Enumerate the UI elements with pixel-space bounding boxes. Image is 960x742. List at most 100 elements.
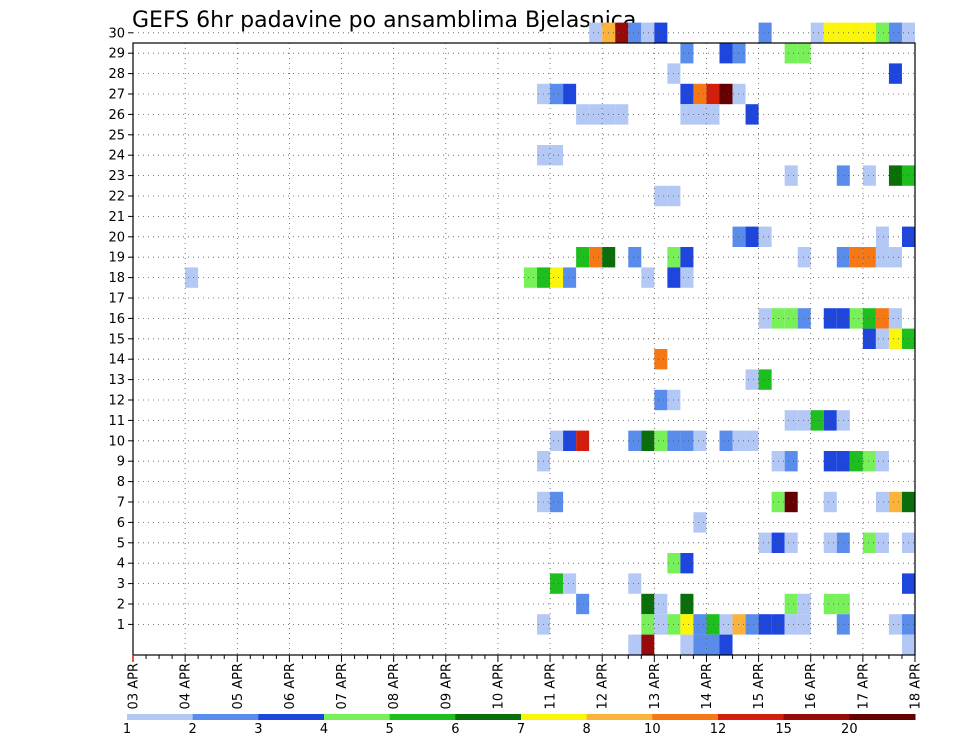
heatmap-cell [693, 83, 707, 105]
heatmap-cell [849, 451, 863, 472]
heatmap-cell [628, 634, 642, 655]
heatmap-cell [875, 22, 889, 43]
heatmap-cell [524, 267, 538, 288]
x-tick-label: 06 APR [283, 663, 298, 709]
x-tick-label: 16 APR [804, 663, 819, 709]
heatmap-cell [888, 614, 902, 635]
heatmap-cell [810, 22, 824, 43]
heatmap-cell [875, 308, 889, 329]
y-tick-label: 23 [108, 169, 125, 184]
heatmap-cell [719, 43, 733, 64]
heatmap-cell [745, 369, 759, 390]
dotted-grid [133, 32, 915, 655]
heatmap-cell [888, 308, 902, 329]
heatmap-cell [849, 22, 863, 43]
heatmap-cell [758, 308, 772, 329]
heatmap-cell [641, 22, 655, 43]
x-tick-label: 11 APR [544, 663, 559, 709]
heatmap-cell [563, 573, 577, 594]
y-tick-label: 11 [108, 414, 125, 429]
colorbar-swatch [849, 714, 916, 720]
heatmap-cell [185, 267, 199, 288]
heatmap-cell [732, 83, 746, 105]
heatmap-cell [680, 553, 694, 574]
heatmap-cell [615, 22, 629, 43]
heatmap-cell [862, 247, 876, 268]
heatmap-cell [719, 614, 733, 635]
heatmap-cell [875, 247, 889, 268]
heatmap-cell [654, 22, 668, 43]
y-tick-label: 20 [108, 230, 125, 245]
y-tick-label: 21 [108, 210, 125, 225]
heatmap-cell [563, 83, 577, 105]
y-tick-label: 18 [108, 271, 125, 286]
y-tick-label: 2 [117, 598, 125, 613]
x-tick-label: 12 APR [596, 663, 611, 709]
colorbar-label: 8 [583, 722, 591, 737]
heatmap-cell [849, 247, 863, 268]
heatmap-cell [875, 491, 889, 513]
y-tick-label: 26 [108, 108, 125, 123]
heatmap-cell [706, 83, 720, 105]
heatmap-cell [641, 593, 655, 615]
heatmap-cell [550, 573, 564, 594]
colorbar-label: 4 [320, 722, 328, 737]
heatmap-cell [797, 247, 811, 268]
heatmap-cell [823, 22, 837, 43]
heatmap-cell [693, 614, 707, 635]
y-tick-label: 24 [108, 149, 125, 164]
colorbar-swatch [521, 714, 588, 720]
heatmap-cell [576, 104, 590, 125]
heatmap-cell [745, 226, 759, 247]
y-tick-label: 10 [108, 434, 125, 449]
heatmap-cell [901, 634, 915, 655]
y-tick-label: 12 [108, 394, 125, 409]
heatmap-cell [823, 308, 837, 329]
y-tick-label: 3 [117, 577, 125, 592]
heatmap-cell [680, 43, 694, 64]
y-tick-label: 8 [117, 475, 125, 490]
heatmap-cell [797, 410, 811, 431]
colorbar: 1 2 3 4 5 6 7 8 10 12 15 20 [123, 714, 916, 737]
heatmap-cell [576, 430, 590, 451]
heatmap-cell [550, 267, 564, 288]
y-tick-label: 1 [117, 618, 125, 633]
heatmap-cell [589, 247, 603, 268]
y-tick-label: 14 [108, 353, 125, 368]
heatmap-cell [784, 491, 798, 513]
x-tick-label: 08 APR [387, 663, 402, 709]
heatmap-cell [797, 614, 811, 635]
y-axis: 1234567891011121314151617181920212223242… [108, 26, 133, 633]
y-tick-label: 19 [108, 251, 125, 266]
heatmap-cell [628, 430, 642, 451]
heatmap-cell [641, 614, 655, 635]
heatmap-cell [693, 104, 707, 125]
x-tick-label: 04 APR [179, 663, 194, 709]
heatmap-cell [797, 308, 811, 329]
y-tick-label: 28 [108, 67, 125, 82]
heatmap-cell [758, 614, 772, 635]
colorbar-label: 10 [644, 722, 661, 737]
heatmap-cell [758, 369, 772, 390]
colorbar-label: 6 [451, 722, 459, 737]
heatmap-cell [654, 430, 668, 451]
x-tick-label: 14 APR [700, 663, 715, 709]
heatmap-cell [784, 614, 798, 635]
heatmap-cell [758, 22, 772, 43]
y-tick-label: 5 [117, 536, 125, 551]
chart-title: GEFS 6hr padavine po ansamblima Bjelasni… [132, 8, 636, 33]
x-tick-label: 07 APR [335, 663, 350, 709]
heatmap-cell [862, 22, 876, 43]
heatmap-cell [862, 328, 876, 349]
heatmap-cell [732, 226, 746, 247]
y-tick-label: 13 [108, 373, 125, 388]
x-tick-label: 18 APR [909, 663, 924, 709]
heatmap-cell [628, 573, 642, 594]
colorbar-swatch [455, 714, 522, 720]
heatmap-cell [680, 267, 694, 288]
heatmap-cell [862, 451, 876, 472]
heatmap-cell [654, 185, 668, 207]
heatmap-cell [654, 614, 668, 635]
heatmap-cell [823, 451, 837, 472]
heatmap-cell [849, 308, 863, 329]
